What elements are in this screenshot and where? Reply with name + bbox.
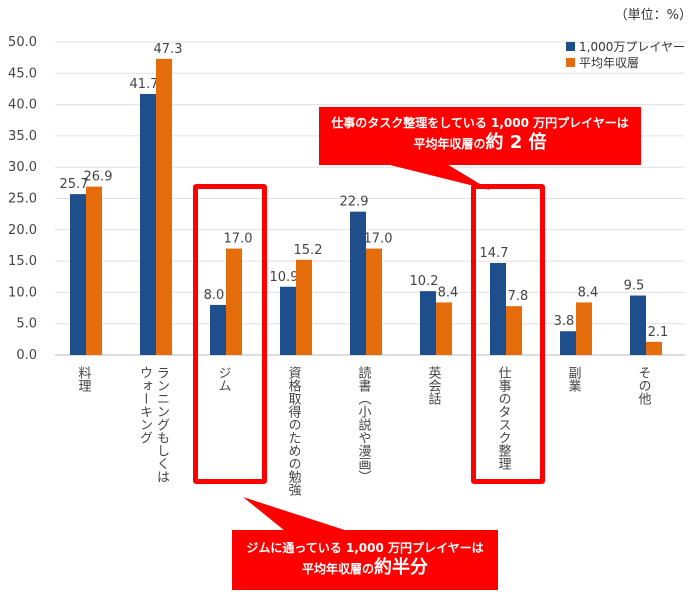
data-label: 26.9 [84, 170, 113, 185]
data-label: 14.7 [480, 246, 509, 261]
highlight-box-task [471, 184, 545, 484]
callout-gym-line1: ジムに通っている 1,000 万円プレイヤーは [246, 541, 484, 555]
y-tick-label: 45.0 [8, 66, 37, 81]
x-tick-label: ランニングもしくは ウォーキング [137, 366, 169, 483]
x-tick-label: その他 [635, 366, 651, 405]
legend-item-average: 平均年収層 [566, 54, 685, 70]
bar [210, 304, 226, 355]
data-label: 15.2 [294, 243, 323, 258]
y-tick-label: 40.0 [8, 98, 37, 113]
bar [576, 302, 592, 355]
data-label: 8.4 [438, 285, 459, 300]
bar [560, 331, 576, 355]
x-tick-label: 料理 [75, 366, 91, 392]
y-tick-label: 10.0 [8, 285, 37, 300]
legend-swatch [566, 41, 575, 51]
bar [420, 291, 436, 355]
legend-swatch [566, 57, 575, 67]
highlight-box-gym [193, 184, 267, 484]
y-tick-label: 35.0 [8, 129, 37, 144]
y-tick-label: 15.0 [8, 254, 37, 269]
x-tick-label: 資格取得のための勉強 [285, 366, 301, 496]
bar [280, 286, 296, 355]
bar [366, 248, 382, 355]
x-tick-label: 英会話 [425, 366, 441, 405]
y-tick-label: 5.0 [16, 317, 37, 332]
y-tick-label: 30.0 [8, 160, 37, 175]
callout-task: 仕事のタスク整理をしている 1,000 万円プレイヤーは 平均年収層の約 2 倍 [319, 107, 641, 165]
x-tick-label: 副業 [565, 366, 581, 392]
data-label: 17.0 [364, 232, 393, 247]
y-tick-label: 20.0 [8, 223, 37, 238]
bar [156, 58, 172, 355]
data-label: 17.0 [224, 232, 253, 247]
y-tick-label: 25.0 [8, 192, 37, 207]
legend-item-1000man: 1,000万プレイヤー [566, 38, 685, 54]
bar [630, 295, 646, 355]
legend: 1,000万プレイヤー 平均年収層 [566, 38, 685, 70]
data-label: 8.4 [578, 285, 599, 300]
bar [646, 341, 662, 355]
bar [296, 259, 312, 355]
x-tick-label: ジム [215, 366, 231, 392]
legend-label: 1,000万プレイヤー [579, 39, 685, 54]
bar [350, 211, 366, 355]
data-label: 41.7 [130, 77, 159, 92]
bar [70, 194, 86, 355]
data-label: 3.8 [554, 314, 575, 329]
bar [86, 186, 102, 355]
callout-gym-line2: 平均年収層の [301, 562, 374, 576]
callout-task-emphasis: 約 2 倍 [485, 132, 547, 153]
data-label: 47.3 [154, 42, 183, 57]
data-label: 25.7 [60, 177, 89, 192]
data-label: 9.5 [624, 279, 645, 294]
bar [436, 302, 452, 355]
x-tick-label: 仕事のタスク整理 [495, 366, 511, 470]
unit-label: （単位：%） [614, 8, 692, 23]
callout-tail-task [370, 160, 490, 190]
data-label: 8.0 [204, 288, 225, 303]
bar [490, 262, 506, 355]
y-tick-label: 50.0 [8, 35, 37, 50]
bar [226, 248, 242, 355]
callout-tail-gym [243, 497, 360, 535]
data-label: 2.1 [648, 325, 669, 340]
y-tick-label: 0.0 [16, 348, 37, 363]
bar [506, 306, 522, 355]
bar [140, 93, 156, 355]
data-label: 10.2 [410, 274, 439, 289]
callout-task-line1: 仕事のタスク整理をしている 1,000 万円プレイヤーは [331, 116, 629, 130]
callout-gym-emphasis: 約半分 [374, 557, 428, 578]
x-tick-label: 読書（小説や漫画） [355, 366, 371, 483]
callout-task-line2: 平均年収層の [413, 137, 486, 151]
data-label: 7.8 [508, 289, 529, 304]
data-label: 22.9 [340, 195, 369, 210]
data-label: 10.9 [270, 270, 299, 285]
callout-gym: ジムに通っている 1,000 万円プレイヤーは 平均年収層の約半分 [232, 530, 498, 590]
legend-label: 平均年収層 [579, 55, 640, 70]
